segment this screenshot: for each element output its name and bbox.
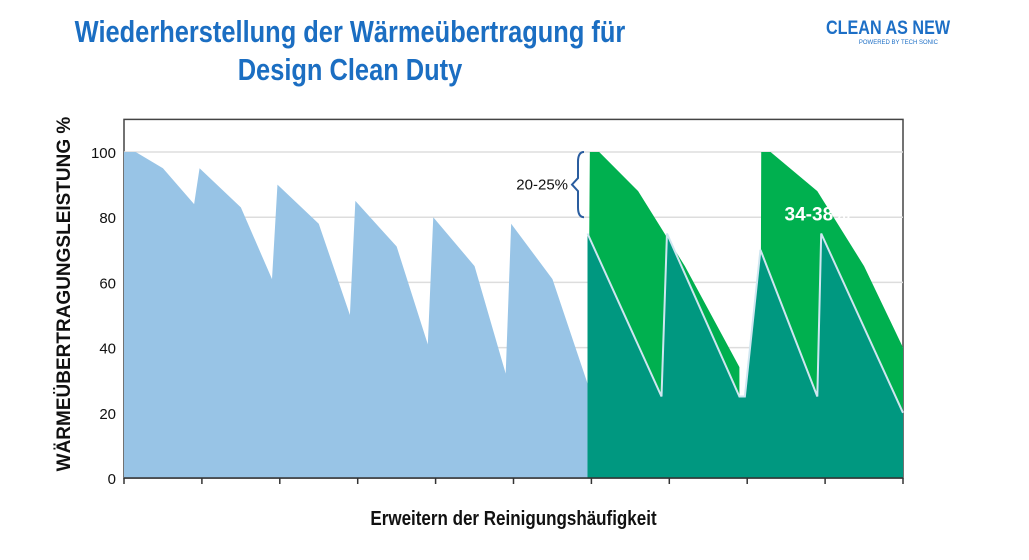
y-tick-label: 80 — [99, 210, 116, 227]
series-combined-outline — [586, 233, 904, 414]
annotation-34-38: 34-38% — [785, 204, 851, 225]
title-line-2: Design Clean Duty — [237, 52, 463, 87]
annotation-20-25: 20-25% — [516, 177, 568, 194]
x-axis-label: Erweitern der Reinigungshäufigkeit — [370, 508, 657, 530]
bracket-icon — [570, 151, 585, 219]
title-line-1: Wiederherstellung der Wärmeübertragung f… — [74, 14, 626, 49]
series-standard — [124, 152, 588, 478]
logo-sub: POWERED BY TECH SONIC — [858, 40, 938, 46]
y-tick-label: 40 — [99, 341, 116, 358]
y-tick-label: 100 — [91, 145, 116, 162]
logo-main: CLEAN AS NEW — [826, 18, 951, 39]
y-tick-label: 60 — [99, 275, 116, 292]
logo: CLEAN AS NEW POWERED BY TECH SONIC — [826, 18, 951, 46]
series-combined — [587, 233, 903, 478]
y-tick-label: 20 — [99, 406, 116, 423]
y-tick-label: 0 — [108, 471, 116, 488]
